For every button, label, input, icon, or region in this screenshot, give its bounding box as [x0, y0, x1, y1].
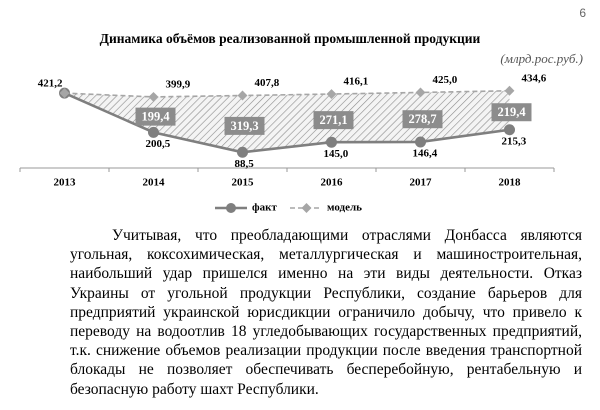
data-label: 145,0	[324, 148, 349, 160]
data-label: 146,4	[413, 148, 438, 160]
chart-title: Динамика объёмов реализованной промышлен…	[100, 31, 481, 46]
difference-box	[491, 103, 532, 122]
x-tick-label: 2017	[410, 177, 433, 189]
difference-label: 278,7	[408, 112, 436, 126]
marker	[415, 136, 426, 148]
text-line: блокады не позволяет обеспечивать беспер…	[70, 361, 582, 379]
difference-label: 319,3	[230, 119, 258, 133]
marker	[326, 136, 337, 148]
text-line: т.к. снижение объемов реализации продукц…	[70, 342, 582, 360]
data-label: 407,8	[255, 77, 280, 89]
difference-label: 271,1	[319, 113, 347, 127]
legend-label: модель	[327, 202, 362, 214]
series-line	[63, 91, 510, 154]
legend-marker	[226, 203, 236, 213]
text-line: Учитывая, что преобладающими отраслями Д…	[112, 227, 582, 244]
text-line: наибольший удар пришелся именно на эти в…	[70, 265, 582, 283]
body-text: Учитывая, что преобладающими отраслями Д…	[70, 226, 582, 399]
marker	[148, 91, 159, 102]
text-line: безопасную работу шахт Республики.	[70, 380, 319, 398]
difference-label: 219,4	[497, 105, 526, 119]
page-number: 6	[579, 6, 586, 20]
x-tick-label: 2014	[143, 177, 166, 189]
x-tick-label: 2016	[321, 177, 344, 189]
data-label: 200,5	[146, 138, 171, 150]
data-label: 425,0	[433, 74, 458, 86]
x-tick-label: 2015	[232, 177, 255, 189]
difference-label: 199,4	[141, 110, 170, 124]
legend-marker	[301, 203, 312, 213]
difference-box	[135, 107, 176, 126]
marker	[148, 126, 159, 138]
marker	[504, 124, 515, 136]
difference-box	[224, 116, 265, 135]
marker	[59, 88, 70, 99]
data-label: 399,9	[166, 78, 191, 90]
marker	[237, 146, 248, 158]
data-label: 215,3	[502, 135, 527, 147]
text-line: предприятий украинской юрисдикции ограни…	[70, 303, 582, 321]
text-line: переводу на водоотлив 18 угледобывающих …	[70, 323, 582, 341]
data-label: 416,1	[344, 76, 369, 88]
data-label: 421,2	[38, 78, 63, 90]
chart: Динамика объёмов реализованной промышлен…	[19, 31, 583, 214]
series-line	[64, 89, 510, 98]
unit-label: (млрд.рос.руб.)	[500, 51, 583, 66]
marker	[237, 90, 248, 101]
x-tick-label: 2018	[499, 177, 522, 189]
legend-label: факт	[252, 202, 277, 214]
difference-box	[402, 110, 443, 129]
text-line: угольная, коксохимическая, металлургичес…	[70, 246, 582, 264]
data-label: 434,6	[522, 72, 547, 84]
data-label: 88,5	[235, 158, 255, 170]
text-line: Украины от угольной продукции Республики…	[70, 284, 582, 302]
difference-box	[313, 111, 354, 130]
x-tick-label: 2013	[54, 177, 77, 189]
